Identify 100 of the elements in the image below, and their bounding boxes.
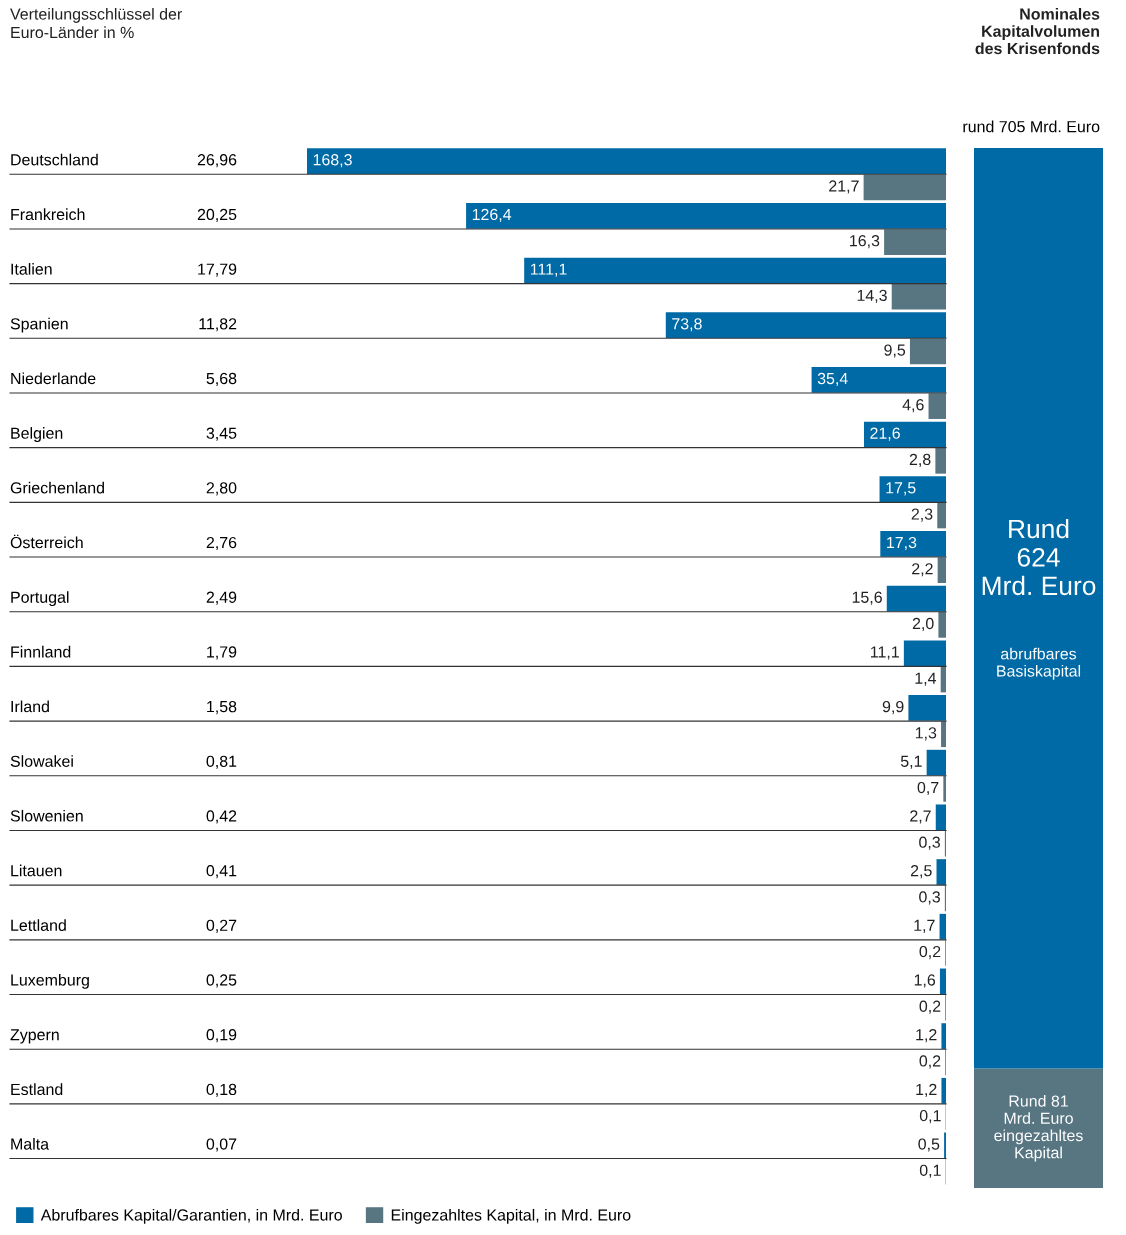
data-label: 5,1 xyxy=(900,755,922,769)
category-label: Spanien xyxy=(10,317,68,333)
bar xyxy=(879,476,946,503)
category-label: Zypern xyxy=(10,1029,59,1044)
bar xyxy=(884,229,946,255)
data-label: 2,3 xyxy=(911,508,933,522)
bar xyxy=(665,312,946,339)
data-label: 15,6 xyxy=(852,591,882,605)
data-label: 0,2 xyxy=(919,945,941,960)
bar xyxy=(909,338,946,365)
text: 0,41 xyxy=(206,865,237,879)
data-label: 0,7 xyxy=(917,781,939,796)
category-label: Italien xyxy=(11,263,52,275)
text: 0,18 xyxy=(206,1083,237,1097)
text: 17,79 xyxy=(198,263,237,277)
bar xyxy=(903,640,946,667)
data-label: 4,6 xyxy=(902,399,924,413)
data-label: 1,6 xyxy=(914,974,936,988)
category-label: Slowakei xyxy=(10,755,73,767)
bar xyxy=(943,776,946,802)
category-label: Österreich xyxy=(10,534,83,549)
text: 0,07 xyxy=(206,1138,237,1152)
category-label: Lettland xyxy=(11,919,66,931)
text: 2,76 xyxy=(206,536,237,551)
legend-label: Abrufbares Kapital/Garantien, in Mrd. Euro xyxy=(40,1208,342,1224)
data-label: 21,6 xyxy=(870,427,900,441)
data-label: Rund 624 Mrd. Euro xyxy=(982,518,1096,596)
chart-subtitle: rund 705 Mrd. Euro xyxy=(963,120,1100,133)
category-label: Slowenien xyxy=(10,809,83,822)
data-label: 111,1 xyxy=(530,263,567,277)
text: 0,25 xyxy=(206,974,237,988)
category-label: Luxemburg xyxy=(11,973,89,989)
text: 0,19 xyxy=(206,1029,237,1043)
category-label: Belgien xyxy=(11,427,63,442)
bar xyxy=(937,502,946,529)
bar xyxy=(940,666,946,693)
category-label: Litauen xyxy=(11,864,62,877)
data-label: 2,0 xyxy=(912,617,934,632)
data-label: 1,2 xyxy=(916,1083,937,1097)
bar xyxy=(926,749,946,776)
data-label: 14,3 xyxy=(857,289,887,303)
data-label: Rund 81 Mrd. Euro eingezahltes Kapital xyxy=(994,1095,1083,1162)
data-label: 0,2 xyxy=(919,1000,941,1014)
data-label: 17,5 xyxy=(886,482,916,496)
text: 5,68 xyxy=(206,372,237,387)
bar xyxy=(811,367,946,393)
text: 1,79 xyxy=(207,646,237,660)
data-label: 16,3 xyxy=(850,235,880,249)
text: 2,49 xyxy=(206,591,237,605)
category-label: Deutschland xyxy=(11,153,98,166)
bar xyxy=(928,393,946,419)
category-label: Niederlande xyxy=(11,372,96,385)
data-label: 2,8 xyxy=(909,453,931,467)
annotation: abrufbares Basiskapital xyxy=(997,647,1081,680)
data-label: 2,7 xyxy=(910,810,931,824)
category-label: Malta xyxy=(11,1138,50,1150)
bar xyxy=(880,531,946,557)
bar xyxy=(935,804,946,831)
bar xyxy=(939,913,946,940)
data-label: 1,7 xyxy=(914,919,935,933)
bar xyxy=(939,968,946,995)
bar xyxy=(936,859,946,885)
category-label: Finnland xyxy=(11,645,71,658)
data-label: 126,4 xyxy=(472,208,512,222)
category-label: Frankreich xyxy=(11,208,85,221)
bar xyxy=(935,447,946,474)
bar xyxy=(908,695,946,721)
bar xyxy=(941,1023,946,1049)
category-label: Griechenland xyxy=(10,481,104,494)
text: 0,81 xyxy=(206,755,237,769)
data-label: 2,2 xyxy=(912,563,933,577)
bar xyxy=(891,283,946,310)
bar xyxy=(938,611,946,638)
text: 26,96 xyxy=(197,154,237,168)
text: 0,27 xyxy=(206,919,237,933)
data-label: 0,5 xyxy=(918,1138,940,1152)
category-label: Portugal xyxy=(11,591,69,607)
data-label: 1,4 xyxy=(915,672,937,686)
data-label: 1,2 xyxy=(916,1029,937,1043)
data-label: 21,7 xyxy=(829,180,859,194)
text: 11,82 xyxy=(199,318,237,332)
data-label: 0,3 xyxy=(919,891,940,905)
data-label: 73,8 xyxy=(672,318,702,332)
data-label: 0,1 xyxy=(919,1109,941,1124)
data-label: 35,4 xyxy=(817,372,848,387)
bar xyxy=(466,202,946,229)
bar xyxy=(937,557,946,584)
data-label: 0,3 xyxy=(919,836,940,850)
data-label: 2,5 xyxy=(910,865,932,879)
data-label: 9,9 xyxy=(882,700,904,715)
category-label: Estland xyxy=(11,1083,63,1096)
text: 2,80 xyxy=(206,482,237,496)
chart-title: Nominales Kapitalvolumen des Krisenfonds xyxy=(975,8,1100,55)
bar xyxy=(524,257,946,284)
bar xyxy=(886,585,946,612)
data-label: 9,5 xyxy=(884,344,906,358)
data-label: 11,1 xyxy=(871,646,899,660)
text: 20,25 xyxy=(197,208,237,222)
text: Verteilungsschlüssel der Euro-Länder in % xyxy=(10,8,182,39)
bar xyxy=(307,148,946,174)
